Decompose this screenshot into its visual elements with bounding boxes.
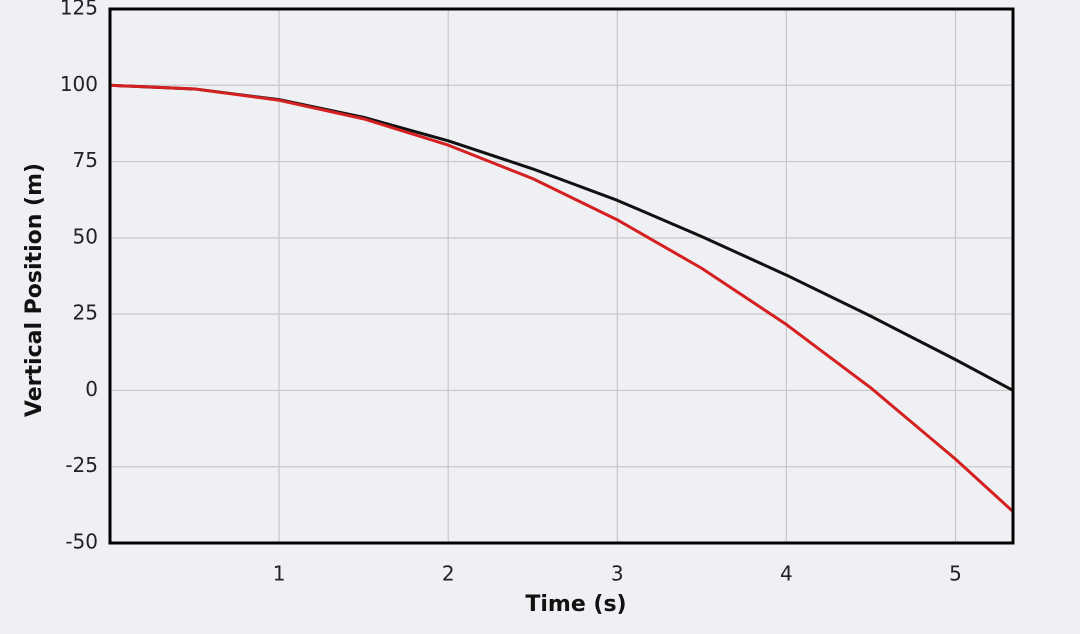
x-tick-label: 5 xyxy=(949,562,962,586)
y-tick-label: 100 xyxy=(60,72,98,96)
data-line xyxy=(109,83,1015,513)
y-tick-label: 0 xyxy=(85,377,98,401)
y-tick-label: 75 xyxy=(73,148,98,172)
x-tick-label: 1 xyxy=(273,562,286,586)
y-tick-label: -25 xyxy=(65,453,98,477)
x-tick-label: 4 xyxy=(780,562,793,586)
y-tick-label: 25 xyxy=(73,301,98,325)
y-tick-label: 125 xyxy=(60,0,98,20)
x-tick-label: 3 xyxy=(611,562,624,586)
plot-frame xyxy=(108,7,1015,545)
y-axis-title: Vertical Position (m) xyxy=(22,163,47,417)
x-axis-title: Time (s) xyxy=(525,592,626,617)
y-tick-label: -50 xyxy=(65,530,98,554)
y-tick-label: 50 xyxy=(73,224,98,248)
x-tick-label: 2 xyxy=(442,562,455,586)
